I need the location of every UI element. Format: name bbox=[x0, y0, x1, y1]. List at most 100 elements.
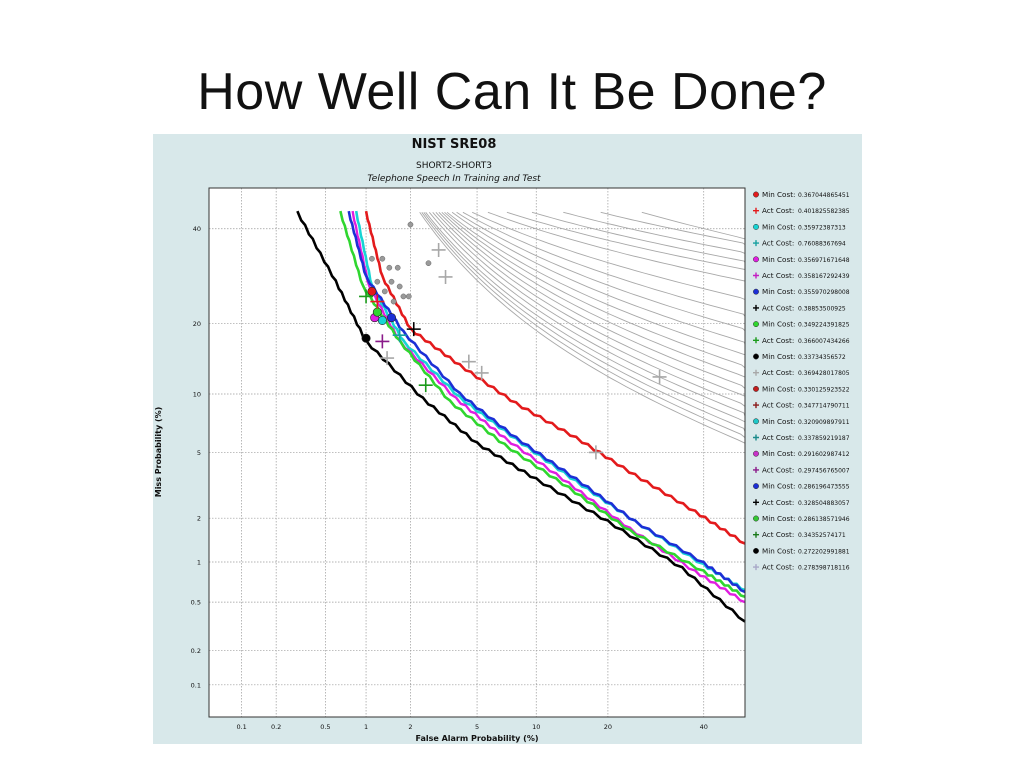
legend-label: Act Cost: bbox=[762, 336, 794, 345]
legend-label: Min Cost: bbox=[762, 417, 795, 426]
legend-label: Act Cost: bbox=[762, 303, 794, 312]
background-min-cost-dot bbox=[379, 255, 386, 262]
act-cost-marker bbox=[474, 365, 489, 380]
legend-value: 0.34352574171 bbox=[798, 532, 846, 539]
x-tick-label: 0.5 bbox=[320, 723, 330, 731]
chart-subtitle2: Telephone Speech In Training and Test bbox=[367, 174, 541, 184]
legend-act-cost-plus bbox=[753, 369, 759, 376]
legend-min-cost-dot bbox=[753, 515, 759, 522]
legend-min-cost-dot bbox=[753, 223, 759, 230]
legend-min-cost-dot bbox=[753, 256, 759, 263]
legend-act-cost-plus bbox=[753, 272, 759, 279]
legend-min-cost-dot bbox=[753, 288, 759, 295]
background-curve bbox=[441, 211, 746, 378]
x-tick-label: 0.1 bbox=[236, 723, 246, 731]
legend-label: Min Cost: bbox=[762, 190, 795, 199]
x-tick-label: 20 bbox=[604, 723, 612, 731]
legend-value: 0.291602987412 bbox=[798, 451, 850, 458]
background-curve bbox=[451, 211, 746, 345]
chart-title: NIST SRE08 bbox=[412, 137, 497, 152]
legend-act-cost-plus bbox=[753, 304, 759, 311]
background-curve bbox=[446, 211, 746, 356]
background-curve bbox=[421, 212, 746, 438]
background-curve bbox=[600, 211, 746, 245]
det-series-line bbox=[347, 210, 746, 594]
act-cost-marker bbox=[461, 354, 476, 369]
y-tick-label: 0.5 bbox=[191, 599, 201, 607]
background-min-cost-dot bbox=[388, 278, 395, 285]
background-curve bbox=[444, 211, 746, 369]
min-cost-marker bbox=[377, 315, 387, 325]
legend-value: 0.367044865451 bbox=[798, 192, 850, 199]
legend-label: Act Cost: bbox=[762, 465, 794, 474]
background-curve bbox=[462, 211, 746, 317]
det-chart-panel: NIST SRE08 SHORT2-SHORT3 Telephone Speec… bbox=[153, 134, 862, 744]
legend-value: 0.349224391825 bbox=[798, 322, 850, 329]
act-cost-marker bbox=[431, 242, 446, 257]
legend-label: Min Cost: bbox=[762, 287, 795, 296]
background-min-cost-dot bbox=[374, 278, 381, 285]
legend-act-cost-plus bbox=[753, 466, 759, 473]
legend-act-cost-plus bbox=[753, 434, 759, 441]
background-curve bbox=[506, 211, 746, 270]
legend-label: Min Cost: bbox=[762, 449, 795, 458]
legend-label: Min Cost: bbox=[762, 384, 795, 393]
legend-min-cost-dot bbox=[753, 450, 759, 457]
background-curve bbox=[563, 211, 746, 254]
plot-frame bbox=[208, 187, 746, 718]
axis-ticks: 0.1 0.2 0.5 1 2 5 10 20 40 0.1 0.2 0.5 1 2 5 10 20 40 bbox=[191, 225, 708, 731]
legend-act-cost-plus bbox=[753, 402, 759, 409]
legend-label: Min Cost: bbox=[762, 222, 795, 231]
legend-act-cost-plus bbox=[753, 207, 759, 214]
background-curve bbox=[472, 211, 746, 300]
background-curve bbox=[432, 212, 746, 407]
legend-value: 0.286196473555 bbox=[798, 484, 850, 491]
cost-markers bbox=[359, 221, 667, 460]
legend-min-cost-dot bbox=[753, 418, 759, 425]
background-min-cost-dot bbox=[390, 298, 397, 305]
background-min-cost-dot bbox=[396, 283, 403, 290]
y-tick-label: 10 bbox=[193, 391, 201, 399]
det-chart: NIST SRE08 SHORT2-SHORT3 Telephone Speec… bbox=[154, 137, 850, 743]
det-series-line bbox=[339, 210, 746, 599]
x-tick-label: 0.2 bbox=[271, 723, 281, 731]
legend-label: Act Cost: bbox=[762, 401, 794, 410]
chart-subtitle: SHORT2-SHORT3 bbox=[416, 161, 492, 171]
y-tick-label: 20 bbox=[193, 320, 201, 328]
legend-label: Act Cost: bbox=[762, 498, 794, 507]
background-curves bbox=[419, 211, 746, 444]
act-cost-marker bbox=[375, 334, 390, 349]
background-min-cost-dot bbox=[381, 288, 388, 295]
act-cost-marker bbox=[418, 378, 433, 393]
background-curve bbox=[425, 212, 746, 423]
legend-act-cost-plus bbox=[753, 337, 759, 344]
legend-value: 0.337859219187 bbox=[798, 435, 850, 442]
background-curve bbox=[423, 212, 746, 432]
x-tick-label: 10 bbox=[532, 723, 540, 731]
legend-value: 0.278398718116 bbox=[798, 565, 850, 572]
legend-value: 0.35972387313 bbox=[798, 224, 846, 231]
background-curve bbox=[428, 212, 746, 417]
det-series-line bbox=[351, 210, 746, 604]
series-lines bbox=[296, 210, 746, 623]
y-axis-label: Miss Probability (%) bbox=[154, 407, 163, 498]
min-cost-marker bbox=[361, 333, 371, 343]
background-curve bbox=[456, 211, 746, 332]
background-min-cost-dot bbox=[425, 260, 432, 267]
x-tick-label: 2 bbox=[408, 723, 412, 731]
act-cost-marker bbox=[359, 289, 374, 304]
legend-value: 0.328504883057 bbox=[798, 500, 850, 507]
background-min-cost-dot bbox=[386, 264, 393, 271]
background-min-cost-dot bbox=[407, 221, 414, 228]
legend-act-cost-plus bbox=[753, 499, 759, 506]
legend-label: Min Cost: bbox=[762, 546, 795, 555]
legend-label: Act Cost: bbox=[762, 239, 794, 248]
legend-value: 0.356971671648 bbox=[798, 257, 850, 264]
y-tick-label: 2 bbox=[197, 515, 201, 523]
legend-act-cost-plus bbox=[753, 240, 759, 247]
det-series-line bbox=[296, 210, 746, 623]
legend-value: 0.76088367694 bbox=[798, 241, 846, 248]
background-curve bbox=[438, 211, 746, 389]
legend-value: 0.286138571946 bbox=[798, 516, 850, 523]
min-cost-marker bbox=[372, 307, 382, 317]
